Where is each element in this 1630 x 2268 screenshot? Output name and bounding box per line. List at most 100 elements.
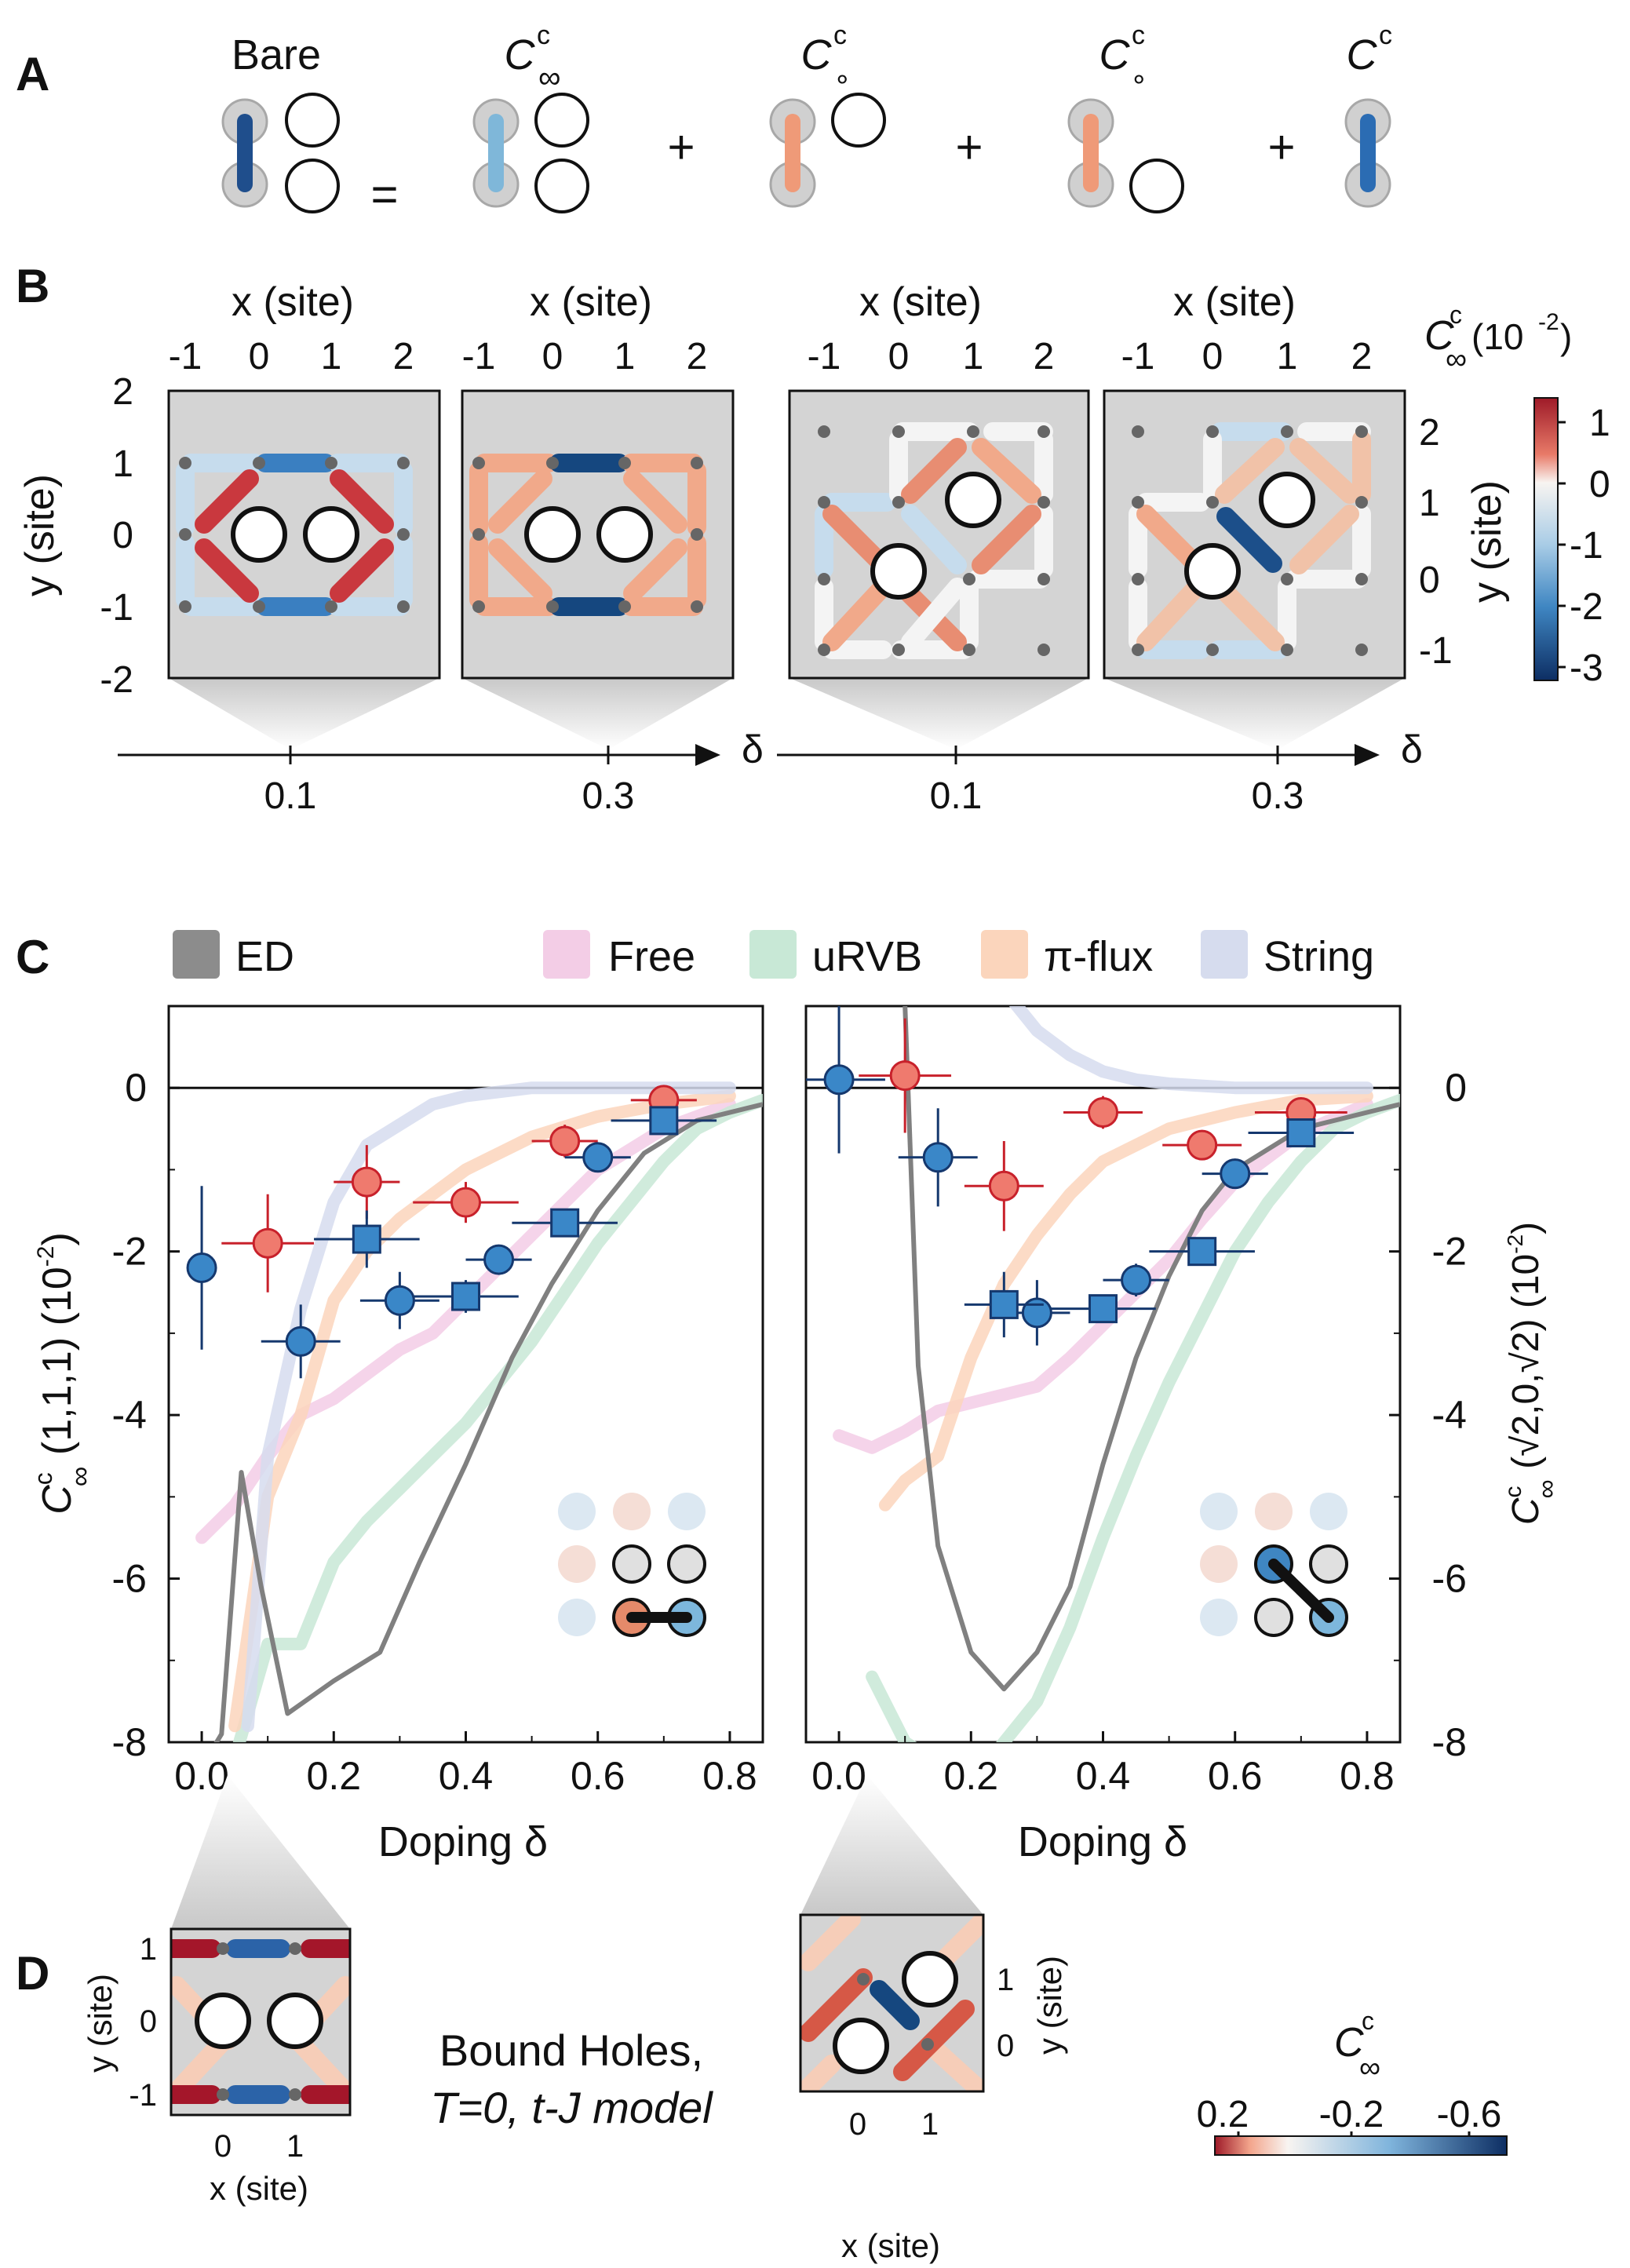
data-point-square [550,1208,580,1238]
hole [267,1993,323,2049]
term-label-sup: c [1379,20,1392,50]
svg-text:Cc∞ (1,1,1) (10-2): Cc ∞ (1,1,1) (10-2) [29,1232,96,1515]
colorbar-tick: 0.2 [1197,2094,1249,2135]
y-tick: 1 [140,1932,157,1967]
panel-d: D [16,1775,1508,2264]
x-axis-label-right: Doping δ [1018,1818,1187,1865]
series-band-free [195,1098,736,1544]
legend-swatch-ed [173,930,220,979]
y-axis-label: y (site) [1464,480,1510,603]
x-axis-label-left: Doping δ [378,1818,548,1865]
data-point-circle [285,1325,316,1357]
bond [488,538,552,603]
y-label-c: C [35,1485,80,1515]
data-point-circle [384,1285,415,1316]
panel-c: C ED Free uRVB π-flux String 0.0 0.2 0.4 0.… [16,930,1562,1865]
x-tick: 0 [542,336,563,377]
series-band-free [833,1098,1373,1454]
y-axis-label-right: Cc ∞ (√2,0,√2) (10-2) [1501,1222,1562,1525]
x-tick-label: 0.4 [1076,1754,1131,1798]
heatmap-square-delta-0.1 [167,389,441,680]
y-tick-label: 0 [125,1066,147,1110]
term-label-c: C [505,31,536,78]
x-tick-label: 0.8 [702,1754,757,1798]
term-label-sub: ∘ [833,62,851,94]
colorbar-tick: -3 [1570,647,1603,689]
data-point-circle [823,1064,855,1096]
heatmap-diagonal-delta-0.1 [788,389,1090,680]
y-tick: -2 [100,659,133,701]
legend-swatch-string [1201,930,1248,979]
x-axis-label: x (site) [841,2227,940,2264]
plot-left-marks [169,1081,763,1742]
equals-sign: = [370,168,398,221]
term-label-sub: ∘ [1130,62,1148,94]
y-label-close: ) [1505,1222,1547,1234]
x-tick: 0 [1202,336,1223,377]
y-tick-label: -6 [1432,1557,1467,1601]
y-tick-label: -8 [1432,1720,1467,1764]
colorbar-tick: -2 [1570,586,1603,628]
data-point-square [352,1224,381,1254]
term-label-sup: c [833,20,847,50]
hole [524,506,581,563]
data-point-circle [582,1142,614,1173]
c-one-hole-term-top: C c ∘ [769,20,886,208]
y-tick-label: 0 [1445,1066,1467,1110]
x-tick: 2 [687,336,708,377]
bare-label: Bare [232,31,321,78]
x-axis-label: x (site) [859,279,982,325]
x-tick: 1 [963,336,984,377]
colorbar-title-close: ) [1560,316,1572,357]
bond [330,538,394,603]
legend: ED Free uRVB π-flux String [173,930,1374,980]
y-tick: -1 [129,2078,157,2113]
y-label-sup: c [29,1472,57,1485]
panel-label-b: B [16,260,49,312]
hole [285,93,340,148]
x-axis-b3: x (site) -1 0 1 2 [808,279,1055,377]
plot-left: 0.0 0.2 0.4 0.6 0.8 0 -2 -4 -6 -8 Doping δ Cc ∞ (1… [29,1005,764,1865]
x-tick-label: 0.6 [1208,1754,1263,1798]
colorbar-title-sub: ∞ [1359,2051,1380,2084]
data-point-circle [549,1125,581,1157]
data-point-circle [351,1166,382,1198]
y-label-sub: ∞ [64,1467,96,1487]
colorbar-tick: -1 [1570,525,1603,567]
c-no-hole-term: C c [1344,20,1392,208]
zoom-cone [169,678,439,749]
y-axis-label: y (site) [17,474,63,596]
x-tick-label: 0.6 [571,1754,625,1798]
y-tick: 0 [112,515,133,556]
data-point-square [989,1289,1019,1319]
colorbar-tick: -0.6 [1437,2094,1502,2135]
x-tick-label: 0.4 [439,1754,494,1798]
plot-right-axes: 0.0 0.2 0.4 0.6 0.8 0 -2 -4 -6 -8 [811,1066,1467,1798]
x-tick: -1 [808,336,841,377]
x-tick: 0 [849,2107,866,2142]
legend-label-string: String [1264,933,1374,980]
colorbar-title-exp: -2 [1538,309,1559,335]
panel-label-a: A [16,48,49,100]
x-tick-label: 0.0 [811,1754,866,1798]
panel-b-axes: x (site) -1 0 1 2 x (site) -1 0 1 2 x (s… [17,279,1510,701]
colorbar-title: C [1424,313,1454,359]
colorbar-title-sup: c [1449,301,1462,329]
bond [623,538,687,603]
plus-sign-3: + [1267,121,1295,173]
plus-sign-2: + [955,121,983,173]
zoom-cone [1104,678,1405,749]
series-band-urvb [866,1093,1400,1742]
lattice-sites [472,457,703,613]
x-tick: 1 [921,2107,939,2142]
x-tick-label: 0.0 [174,1754,229,1798]
series-line-ed [903,1006,1400,1692]
delta-axis-left: δ 0.1 0.3 [118,727,764,817]
hole [1129,159,1184,213]
data-point-circle [186,1253,217,1284]
delta-tick: 0.1 [930,775,983,817]
x-tick: 2 [1351,336,1373,377]
legend-label-pi-flux: π-flux [1044,933,1153,980]
x-tick-label: 0.2 [307,1754,362,1798]
